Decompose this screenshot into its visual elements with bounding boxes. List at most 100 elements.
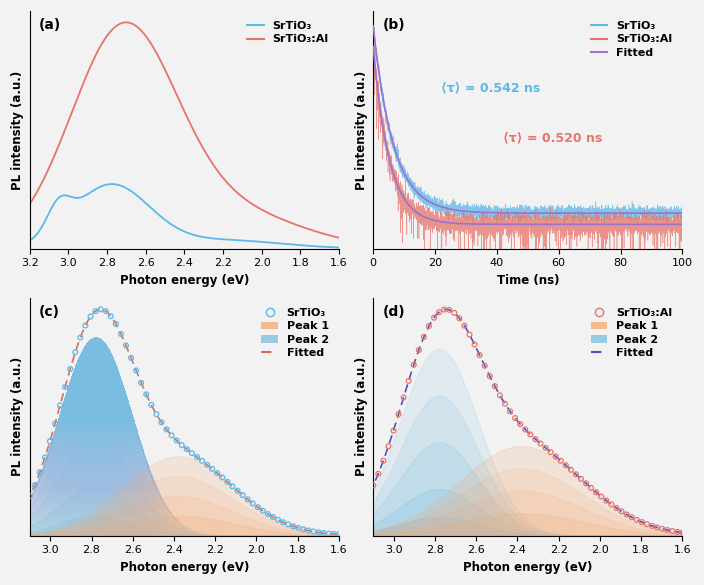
Point	[237, 490, 249, 500]
Point	[187, 449, 198, 458]
Point	[318, 528, 329, 538]
Point	[34, 467, 46, 477]
Point	[529, 435, 541, 444]
Point	[328, 529, 339, 539]
Point	[591, 488, 602, 497]
Point	[44, 436, 56, 446]
Point	[111, 319, 122, 329]
Point	[616, 507, 627, 516]
Point	[242, 494, 253, 504]
Point	[217, 473, 228, 482]
Point	[70, 347, 81, 357]
Point	[459, 321, 470, 331]
Point	[257, 506, 268, 515]
Text: (c): (c)	[39, 305, 60, 319]
Point	[662, 525, 673, 535]
Point	[49, 419, 61, 428]
Point	[272, 515, 284, 525]
Point	[282, 519, 294, 529]
Point	[105, 311, 116, 321]
Point	[641, 519, 653, 529]
Point	[323, 529, 334, 538]
Point	[515, 419, 526, 429]
Point	[75, 333, 86, 342]
Point	[125, 353, 137, 363]
Point	[372, 469, 384, 479]
Point	[151, 410, 162, 419]
Point	[439, 305, 450, 314]
Point	[136, 378, 147, 387]
Point	[403, 376, 414, 386]
Point	[535, 439, 546, 448]
Point	[141, 390, 152, 399]
Point	[206, 464, 218, 473]
Point	[232, 486, 243, 495]
Point	[176, 441, 187, 450]
Point	[418, 332, 429, 342]
Point	[54, 401, 65, 410]
Point	[29, 480, 40, 490]
Point	[413, 345, 425, 355]
Point	[621, 510, 632, 519]
Point	[444, 305, 455, 315]
X-axis label: Photon energy (eV): Photon energy (eV)	[120, 274, 249, 287]
Point	[90, 307, 101, 316]
Point	[667, 526, 678, 536]
Point	[313, 528, 325, 537]
Point	[212, 469, 223, 478]
Point	[560, 460, 572, 470]
Point	[130, 366, 142, 375]
Point	[196, 456, 208, 466]
Point	[171, 436, 182, 445]
Point	[263, 510, 274, 519]
Point	[60, 382, 71, 391]
Point	[161, 425, 172, 434]
Point	[626, 512, 637, 522]
Point	[146, 400, 157, 410]
Point	[646, 521, 658, 531]
Point	[601, 496, 612, 505]
Point	[555, 456, 566, 466]
Point	[308, 527, 319, 536]
Point	[120, 341, 132, 350]
Point	[333, 529, 344, 539]
Point	[383, 442, 394, 451]
Point	[469, 340, 480, 349]
Point	[303, 526, 314, 535]
Point	[545, 448, 556, 457]
Text: (a): (a)	[39, 18, 61, 32]
Point	[377, 456, 389, 465]
Point	[423, 321, 434, 331]
Text: ⟨τ⟩ = 0.520 ns: ⟨τ⟩ = 0.520 ns	[503, 132, 603, 144]
Point	[540, 443, 551, 452]
Legend: SrTiO₃, SrTiO₃:Al, Fitted: SrTiO₃, SrTiO₃:Al, Fitted	[586, 16, 677, 62]
Point	[367, 481, 379, 490]
Point	[393, 410, 404, 419]
Point	[657, 524, 668, 534]
Point	[580, 479, 591, 488]
Point	[550, 452, 561, 461]
Point	[484, 371, 496, 381]
Point	[156, 418, 167, 427]
Point	[428, 313, 439, 322]
Text: (b): (b)	[382, 18, 405, 32]
Point	[565, 465, 577, 474]
X-axis label: Photon energy (eV): Photon energy (eV)	[120, 561, 249, 574]
Point	[474, 350, 485, 360]
Point	[191, 452, 203, 462]
Legend: SrTiO₃, Peak 1, Peak 2, Fitted: SrTiO₃, Peak 1, Peak 2, Fitted	[257, 304, 333, 363]
Point	[464, 330, 475, 339]
Point	[570, 470, 582, 479]
Point	[489, 381, 501, 391]
Point	[277, 518, 289, 527]
Point	[479, 361, 490, 370]
Point	[388, 426, 399, 435]
Point	[252, 503, 263, 512]
Point	[398, 393, 409, 402]
Point	[448, 308, 460, 318]
Point	[453, 314, 465, 323]
Point	[115, 329, 127, 339]
Point	[80, 321, 91, 330]
Point	[520, 425, 531, 434]
Point	[65, 364, 76, 374]
